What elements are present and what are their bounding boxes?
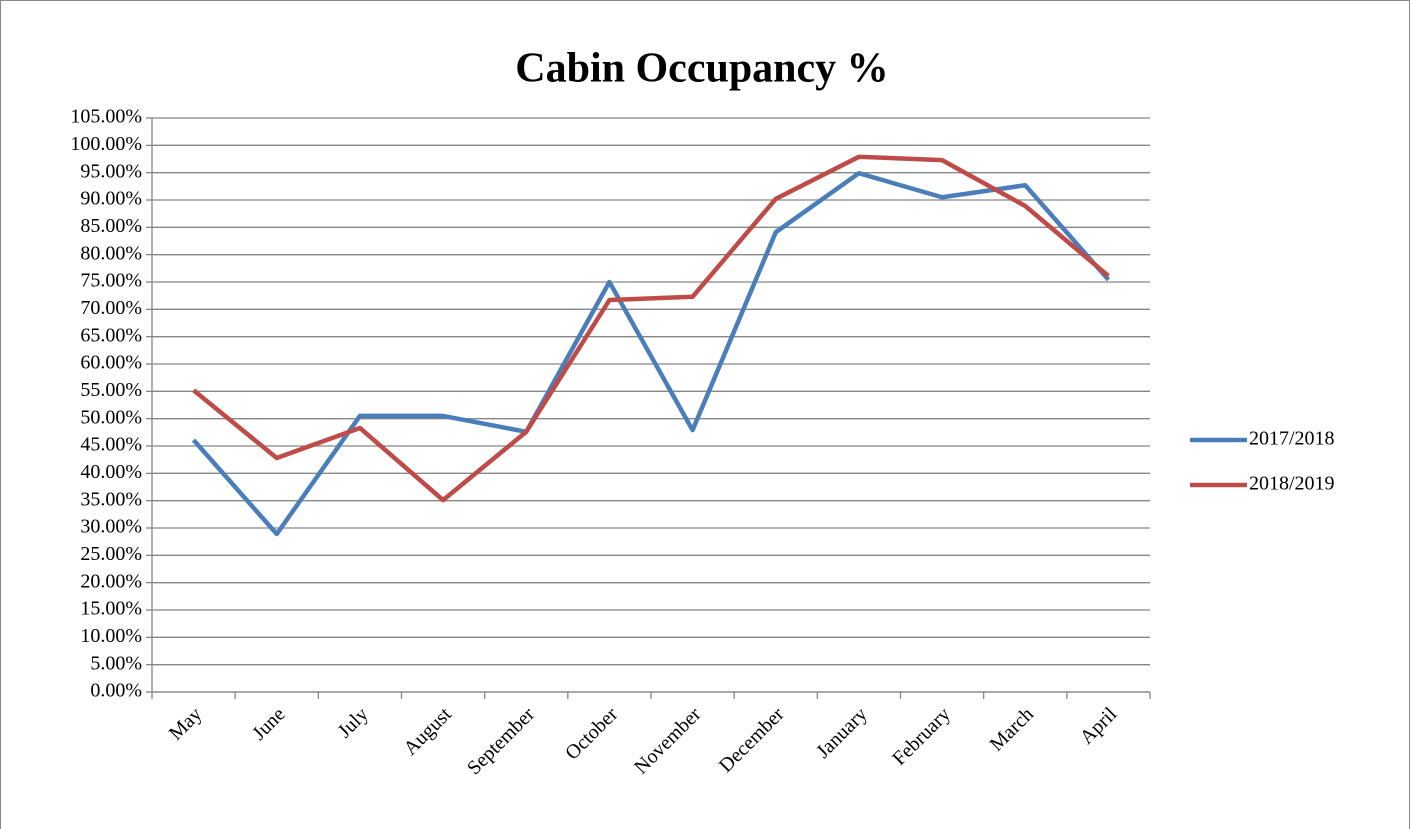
series-line — [192, 154, 1110, 503]
chart-title: Cabin Occupancy % — [515, 46, 888, 92]
y-tick-label: 100.00% — [70, 133, 142, 155]
y-tick-label: 35.00% — [80, 488, 142, 510]
y-tick-label: 30.00% — [80, 516, 142, 538]
x-tick-label: December — [715, 703, 789, 777]
y-tick-label: 65.00% — [80, 324, 142, 346]
x-tick-label: February — [888, 703, 955, 770]
y-tick-label: 10.00% — [80, 625, 142, 647]
x-tick-label: November — [630, 703, 705, 778]
x-tick-label: June — [248, 703, 290, 745]
y-tick-label: 45.00% — [80, 434, 142, 456]
y-tick-label: 95.00% — [80, 160, 142, 182]
x-tick-label: March — [986, 703, 1038, 755]
legend-label: 2017/2018 — [1249, 428, 1335, 450]
y-tick-label: 40.00% — [80, 461, 142, 483]
x-tick-label: July — [334, 703, 373, 742]
legend-label: 2018/2019 — [1249, 473, 1335, 495]
y-tick-label: 0.00% — [90, 680, 142, 702]
x-tick-label: August — [399, 703, 456, 760]
y-tick-label: 25.00% — [80, 543, 142, 565]
y-tick-label: 90.00% — [80, 188, 142, 210]
y-tick-label: 5.00% — [90, 652, 142, 674]
y-tick-label: 105.00% — [70, 106, 142, 128]
y-tick-label: 50.00% — [80, 406, 142, 428]
y-tick-label: 85.00% — [80, 215, 142, 237]
x-tick-label: April — [1076, 703, 1122, 749]
y-tick-label: 80.00% — [80, 242, 142, 264]
x-tick-label: October — [561, 703, 622, 764]
series-line — [191, 170, 1111, 537]
x-tick-label: May — [165, 703, 206, 744]
y-tick-label: 70.00% — [80, 297, 142, 319]
y-tick-label: 15.00% — [80, 598, 142, 620]
y-tick-label: 60.00% — [80, 352, 142, 374]
x-tick-label: September — [463, 703, 539, 779]
y-tick-label: 55.00% — [80, 379, 142, 401]
x-tick-label: January — [812, 703, 872, 763]
y-tick-label: 20.00% — [80, 570, 142, 592]
y-tick-label: 75.00% — [80, 270, 142, 292]
